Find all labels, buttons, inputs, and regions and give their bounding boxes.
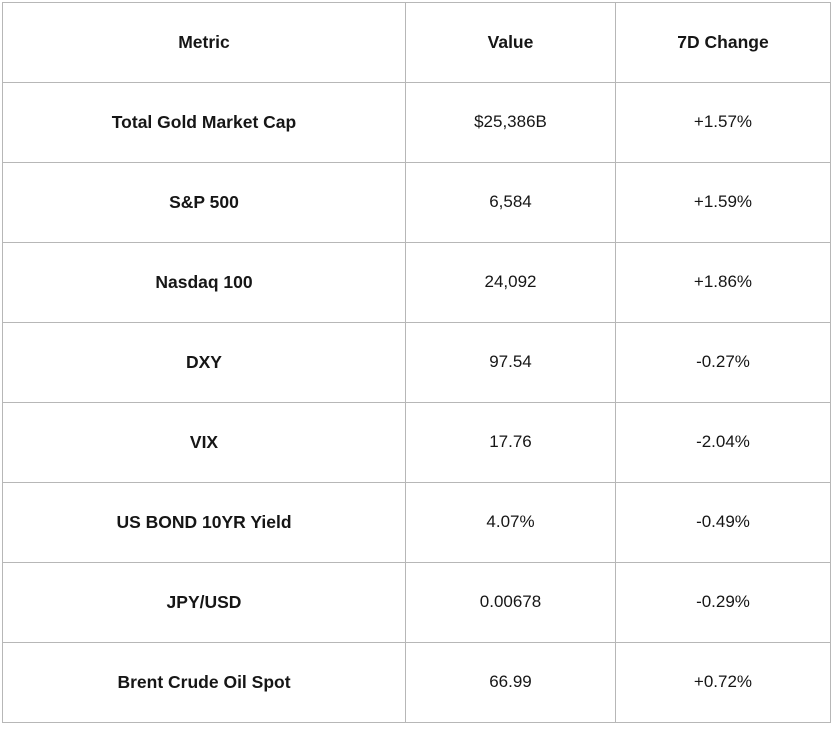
metric-7d-change-cell: +1.59% <box>615 162 831 243</box>
metric-value-cell: $25,386B <box>405 82 616 163</box>
metric-name-cell: DXY <box>2 322 406 403</box>
metric-7d-change-cell: +1.57% <box>615 82 831 163</box>
metric-7d-change-cell: -0.29% <box>615 562 831 643</box>
metric-name-cell: Brent Crude Oil Spot <box>2 642 406 723</box>
metric-name-cell: JPY/USD <box>2 562 406 643</box>
table-header-row: Metric Value 7D Change <box>2 2 831 83</box>
table-row: Brent Crude Oil Spot 66.99 +0.72% <box>2 642 831 723</box>
metric-7d-change-cell: -2.04% <box>615 402 831 483</box>
metric-value-cell: 97.54 <box>405 322 616 403</box>
column-header-7d-change: 7D Change <box>615 2 831 83</box>
metric-name-cell: S&P 500 <box>2 162 406 243</box>
metric-name-cell: Total Gold Market Cap <box>2 82 406 163</box>
metric-name-cell: VIX <box>2 402 406 483</box>
metric-value-cell: 24,092 <box>405 242 616 323</box>
metric-value-cell: 17.76 <box>405 402 616 483</box>
table-row: S&P 500 6,584 +1.59% <box>2 162 831 243</box>
metric-value-cell: 4.07% <box>405 482 616 563</box>
metric-value-cell: 66.99 <box>405 642 616 723</box>
column-header-value: Value <box>405 2 616 83</box>
table-row: DXY 97.54 -0.27% <box>2 322 831 403</box>
table-row: Total Gold Market Cap $25,386B +1.57% <box>2 82 831 163</box>
metric-7d-change-cell: +0.72% <box>615 642 831 723</box>
metrics-table: Metric Value 7D Change Total Gold Market… <box>2 2 831 723</box>
metric-name-cell: Nasdaq 100 <box>2 242 406 323</box>
table-row: JPY/USD 0.00678 -0.29% <box>2 562 831 643</box>
metric-7d-change-cell: -0.27% <box>615 322 831 403</box>
table-row: VIX 17.76 -2.04% <box>2 402 831 483</box>
metric-7d-change-cell: -0.49% <box>615 482 831 563</box>
column-header-metric: Metric <box>2 2 406 83</box>
metric-value-cell: 0.00678 <box>405 562 616 643</box>
metric-7d-change-cell: +1.86% <box>615 242 831 323</box>
table-row: US BOND 10YR Yield 4.07% -0.49% <box>2 482 831 563</box>
metric-name-cell: US BOND 10YR Yield <box>2 482 406 563</box>
table-row: Nasdaq 100 24,092 +1.86% <box>2 242 831 323</box>
metric-value-cell: 6,584 <box>405 162 616 243</box>
